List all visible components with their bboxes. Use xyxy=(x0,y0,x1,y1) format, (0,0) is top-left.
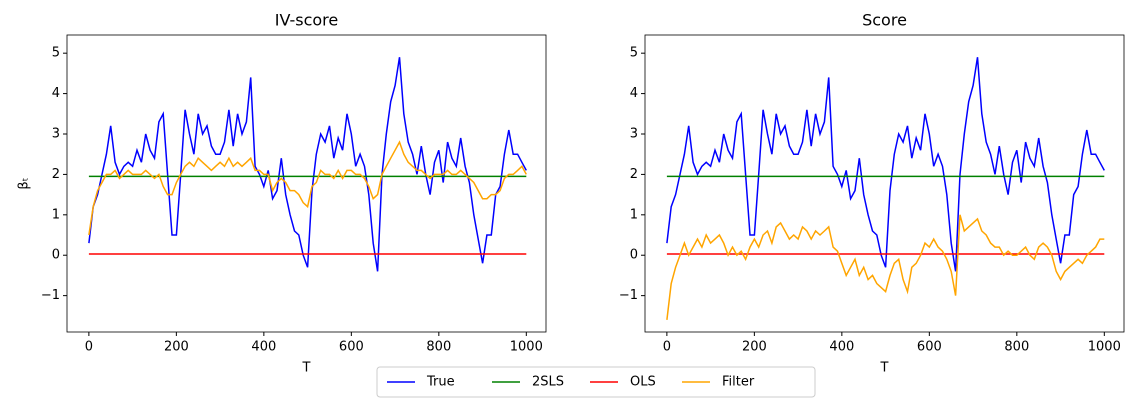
series-line xyxy=(666,57,1105,272)
y-tick-label: 3 xyxy=(52,127,60,142)
plot-frame xyxy=(66,34,547,333)
x-tick-label: 600 xyxy=(339,340,364,355)
legend: True 2SLS OLS Filter xyxy=(376,366,816,398)
y-tick-label: −1 xyxy=(41,288,60,303)
plot-frame xyxy=(644,34,1125,333)
x-tick-label: 800 xyxy=(426,340,451,355)
y-tick-label: 0 xyxy=(630,248,638,263)
x-tick-label: 1000 xyxy=(510,340,543,355)
y-tick-label: 2 xyxy=(630,167,638,182)
y-tick-label: 1 xyxy=(630,207,638,222)
x-tick-label: 800 xyxy=(1004,340,1029,355)
legend-label: Filter xyxy=(722,375,755,390)
x-axis-label: T xyxy=(302,361,311,376)
y-tick-label: 5 xyxy=(52,46,60,61)
y-axis-label: βₜ xyxy=(17,177,32,189)
series-line xyxy=(666,214,1105,320)
y-tick-label: 5 xyxy=(630,46,638,61)
x-tick-label: 600 xyxy=(917,340,942,355)
x-tick-label: 1000 xyxy=(1088,340,1121,355)
x-tick-label: 400 xyxy=(251,340,276,355)
y-tick-label: −1 xyxy=(619,288,638,303)
x-tick-label: 200 xyxy=(742,340,767,355)
chart-title: IV-score xyxy=(275,11,339,30)
chart-title: Score xyxy=(862,11,907,30)
y-tick-label: 4 xyxy=(630,86,638,101)
y-tick-label: 0 xyxy=(52,248,60,263)
series-line xyxy=(88,57,527,272)
y-tick-label: 2 xyxy=(52,167,60,182)
legend-label: True xyxy=(426,375,455,390)
x-tick-label: 200 xyxy=(164,340,189,355)
y-tick-label: 3 xyxy=(630,127,638,142)
x-tick-label: 400 xyxy=(829,340,854,355)
x-tick-label: 0 xyxy=(663,340,671,355)
legend-label: 2SLS xyxy=(532,375,564,390)
legend-label: OLS xyxy=(630,375,656,390)
x-axis-label: T xyxy=(880,361,889,376)
y-tick-label: 1 xyxy=(52,207,60,222)
y-tick-label: 4 xyxy=(52,86,60,101)
x-tick-label: 0 xyxy=(85,340,93,355)
series-line xyxy=(88,140,527,236)
